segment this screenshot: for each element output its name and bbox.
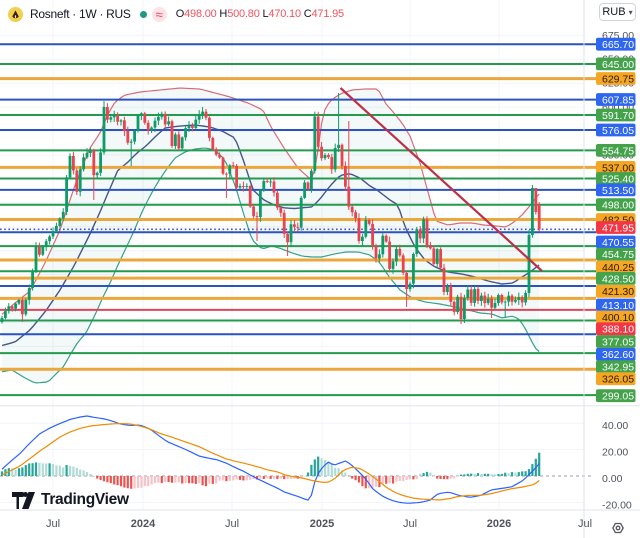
svg-text:377.05: 377.05	[602, 336, 634, 348]
svg-text:-20.00: -20.00	[602, 499, 632, 511]
svg-text:326.05: 326.05	[602, 374, 634, 386]
svg-text:342.95: 342.95	[602, 362, 634, 374]
svg-text:299.05: 299.05	[602, 391, 634, 403]
svg-text:428.50: 428.50	[602, 273, 634, 285]
svg-text:454.75: 454.75	[602, 249, 634, 261]
svg-text:413.10: 413.10	[602, 300, 634, 312]
svg-text:665.70: 665.70	[602, 39, 634, 51]
svg-text:470.55: 470.55	[602, 237, 634, 249]
svg-text:576.05: 576.05	[602, 125, 634, 137]
svg-text:Jul: Jul	[403, 518, 417, 530]
svg-text:498.00: 498.00	[602, 200, 634, 212]
svg-text:421.30: 421.30	[602, 286, 634, 298]
svg-text:607.85: 607.85	[602, 94, 634, 106]
svg-text:525.40: 525.40	[602, 173, 634, 185]
svg-text:Jul: Jul	[225, 518, 239, 530]
svg-text:20.00: 20.00	[602, 447, 628, 459]
svg-text:471.95: 471.95	[602, 222, 634, 234]
svg-text:Jul: Jul	[578, 518, 592, 530]
svg-text:40.00: 40.00	[602, 420, 628, 432]
svg-text:629.75: 629.75	[602, 73, 634, 85]
svg-text:537.00: 537.00	[602, 162, 634, 174]
svg-text:2025: 2025	[310, 518, 334, 530]
svg-text:0.00: 0.00	[602, 473, 623, 485]
svg-text:591.70: 591.70	[602, 110, 634, 122]
svg-text:2024: 2024	[131, 518, 156, 530]
svg-text:554.75: 554.75	[602, 145, 634, 157]
svg-text:Jul: Jul	[46, 518, 60, 530]
svg-text:440.25: 440.25	[602, 262, 634, 274]
svg-text:2026: 2026	[487, 518, 511, 530]
svg-text:400.10: 400.10	[602, 312, 634, 324]
svg-text:645.00: 645.00	[602, 59, 634, 71]
svg-text:388.10: 388.10	[602, 324, 634, 336]
svg-text:362.60: 362.60	[602, 349, 634, 361]
svg-text:513.50: 513.50	[602, 185, 634, 197]
